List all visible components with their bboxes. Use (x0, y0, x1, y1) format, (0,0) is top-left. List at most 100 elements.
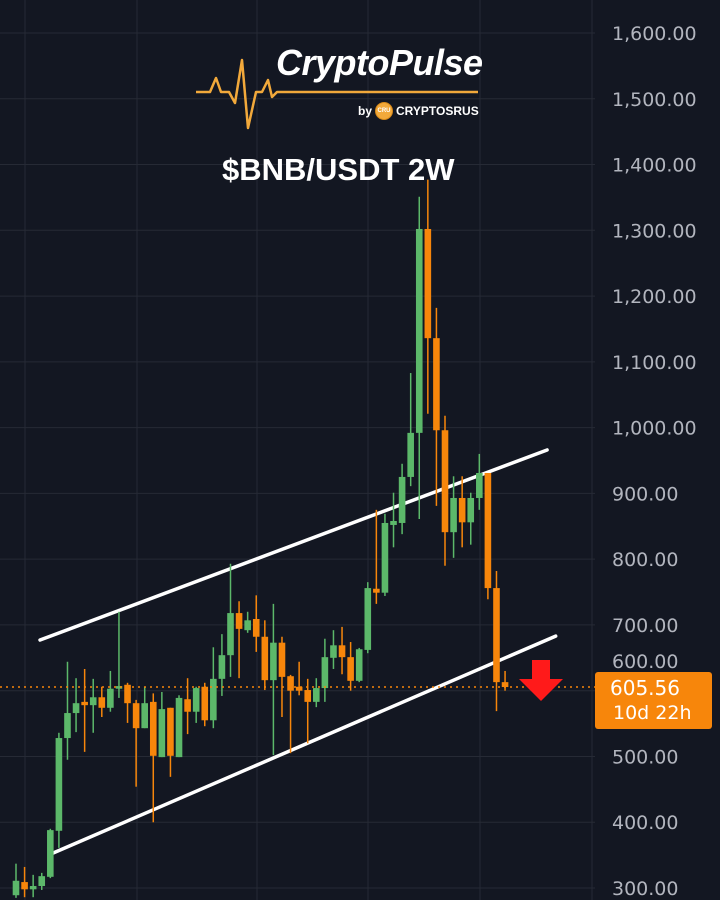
candle-body (29, 886, 37, 890)
candle-body (167, 707, 174, 756)
candle-body (287, 676, 294, 691)
candle-body (450, 497, 457, 533)
candle-body (64, 713, 71, 739)
y-tick-label: 300.00 (612, 878, 678, 900)
candle-body (12, 880, 20, 896)
candle-body (235, 613, 243, 629)
candle-body (313, 688, 320, 702)
candle-body (124, 684, 131, 704)
candle-body (21, 882, 28, 890)
candle (107, 670, 114, 712)
candle-body (338, 645, 346, 658)
candle (338, 626, 346, 675)
candle-body (398, 476, 406, 523)
candle (493, 570, 500, 712)
candle-body (218, 655, 226, 679)
candle-body (321, 657, 329, 689)
candle (89, 678, 97, 733)
candle-body (270, 642, 277, 681)
candle (192, 686, 200, 723)
candle-body (467, 497, 475, 523)
last-price-badge: 605.56 10d 22h (595, 672, 712, 729)
candle (330, 630, 337, 669)
candle (124, 682, 131, 723)
candle-countdown: 10d 22h (613, 702, 692, 724)
candle-body (390, 521, 397, 525)
y-tick-label: 700.00 (612, 615, 678, 637)
candle-body (132, 703, 140, 729)
candle (433, 307, 440, 506)
candle (347, 642, 354, 691)
candle-body (476, 472, 483, 498)
company-name: CRYPTOSRUS (396, 104, 479, 118)
candle-body (295, 686, 303, 691)
candle (158, 692, 166, 758)
candle-body (407, 432, 414, 477)
y-tick-label: 1,400.00 (612, 155, 697, 177)
candle (244, 611, 251, 633)
brand-byline: by CRU CRYPTOSRUS (358, 102, 479, 120)
candle (149, 693, 157, 823)
candle-body (458, 497, 466, 523)
candle (21, 866, 28, 898)
candle-body (278, 642, 286, 677)
candle-body (330, 645, 337, 658)
candle-body (72, 703, 80, 714)
candle (115, 611, 123, 698)
candle (467, 492, 475, 545)
candle (321, 638, 329, 702)
candle-body (244, 620, 251, 631)
candle (476, 453, 483, 510)
candle-body (424, 228, 432, 339)
y-tick-label: 800.00 (612, 549, 678, 571)
candle (415, 196, 423, 520)
down-arrow-icon (519, 660, 563, 701)
candle-body (55, 738, 63, 831)
candle (12, 863, 20, 898)
candle (55, 732, 63, 848)
candle-body (201, 686, 209, 721)
candle (201, 682, 209, 727)
y-tick-label: 1,600.00 (612, 23, 697, 45)
y-tick-label: 1,300.00 (612, 220, 697, 242)
candle-body (484, 472, 492, 589)
y-tick-label: 1,100.00 (612, 352, 697, 374)
candle-body (210, 678, 217, 721)
candle-body (175, 697, 183, 758)
candle (364, 582, 372, 654)
candle-body (158, 709, 166, 758)
trendline (51, 634, 558, 855)
candle (47, 828, 54, 879)
chart-title: $BNB/USDT 2W (222, 152, 455, 187)
candle-body (149, 701, 157, 756)
candle-body (192, 688, 200, 712)
candle (98, 686, 106, 717)
candle (141, 686, 148, 729)
candle-body (364, 588, 372, 650)
candle-body (38, 876, 46, 887)
candle-body (347, 657, 354, 681)
candle-body (433, 338, 440, 431)
candle (175, 695, 183, 758)
candle (218, 634, 226, 696)
candle (132, 699, 140, 787)
candle (304, 678, 312, 744)
last-price: 605.56 (610, 676, 680, 700)
candle-body (115, 686, 123, 689)
candle-body (304, 690, 312, 702)
candle (441, 415, 449, 566)
y-tick-label: 1,500.00 (612, 89, 697, 111)
y-tick-label: 1,000.00 (612, 418, 697, 440)
candle (29, 874, 37, 898)
candle (373, 509, 380, 604)
candle-body (89, 697, 97, 706)
candle-body (47, 830, 54, 877)
y-tick-label: 500.00 (612, 746, 678, 768)
candle-body (107, 688, 114, 708)
candle-body (501, 682, 509, 688)
candle (235, 601, 243, 679)
candle-body (252, 619, 260, 637)
byline-prefix: by (358, 104, 373, 118)
candle (390, 492, 397, 548)
logo-pulse-icon (196, 58, 478, 130)
